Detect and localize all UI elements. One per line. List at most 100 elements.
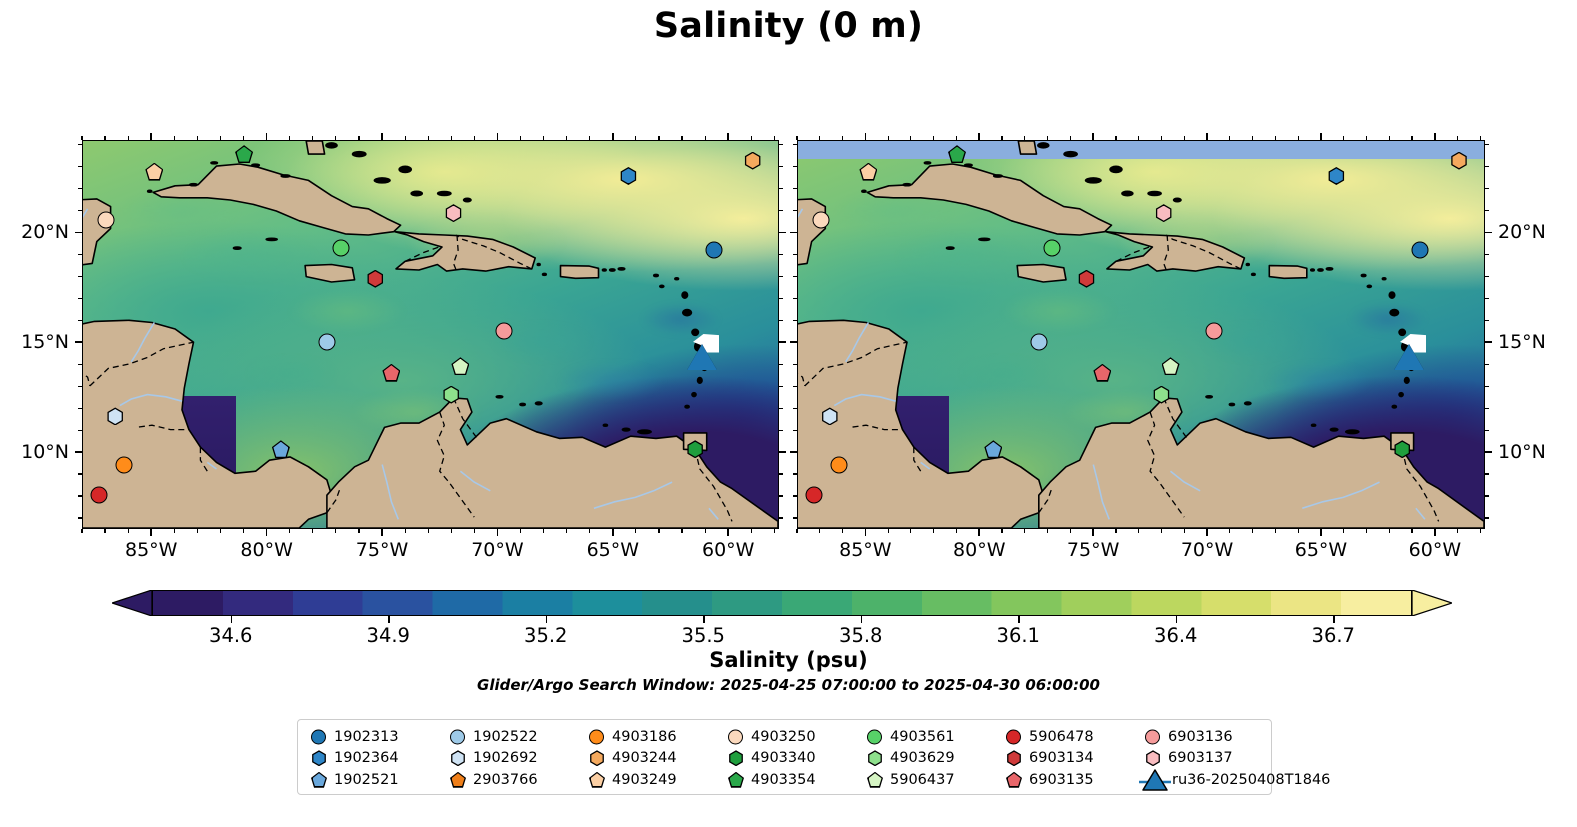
observation-marker-4903340[interactable] (686, 440, 704, 459)
observation-marker-5906478[interactable] (90, 486, 108, 504)
glider-marker-ru36-20250408T1846[interactable] (687, 344, 718, 371)
search-window-label: Glider/Argo Search Window: 2025-04-25 07… (477, 676, 1100, 694)
legend-item-1902313[interactable]: 1902313 (308, 726, 447, 748)
legend-label: 4903354 (751, 771, 816, 788)
observation-marker-4903244[interactable] (744, 151, 762, 170)
observation-marker-5906478[interactable] (805, 486, 823, 504)
legend-item-1902522[interactable]: 1902522 (447, 726, 586, 748)
legend-item-4903354[interactable]: 4903354 (725, 769, 864, 791)
x-tick-minor (1183, 136, 1185, 140)
observation-marker-6903137[interactable] (1155, 204, 1173, 223)
observation-marker-4903249[interactable] (859, 162, 878, 181)
map-panel-rtofs[interactable]: RTOFS - 2025-04-30 06:00:00 (82, 140, 779, 529)
observation-marker-6903135[interactable] (382, 363, 401, 382)
y-tick (790, 341, 797, 343)
legend-item-1902692[interactable]: 1902692 (447, 748, 586, 770)
legend-item-6903137[interactable]: 6903137 (1142, 748, 1281, 770)
observation-marker-4903354[interactable] (235, 145, 254, 164)
legend-item-6903136[interactable]: 6903136 (1142, 726, 1281, 748)
x-tick-minor (1115, 529, 1117, 533)
observation-marker-4903250[interactable] (97, 211, 115, 229)
observation-marker-4903250[interactable] (812, 211, 830, 229)
observation-marker-5906437[interactable] (451, 357, 470, 376)
observation-marker-4903249[interactable] (145, 162, 164, 181)
legend-item-1902521[interactable]: 1902521 (308, 769, 447, 791)
observation-marker-1902364[interactable] (1327, 166, 1345, 185)
observation-marker-4903354[interactable] (948, 145, 966, 164)
observation-marker-6903137[interactable] (445, 204, 463, 223)
x-tick (864, 133, 867, 140)
observation-marker-4903244[interactable] (1450, 151, 1468, 170)
y-tick-minor (78, 429, 82, 431)
observation-marker-1902692[interactable] (106, 407, 124, 426)
legend-item-4903244[interactable]: 4903244 (586, 748, 725, 770)
observation-marker-4903561[interactable] (1043, 239, 1061, 257)
legend-label: 4903249 (612, 771, 677, 788)
observation-marker-4903186[interactable] (830, 456, 848, 474)
observation-marker-1902521[interactable] (984, 440, 1003, 459)
observation-marker-6903134[interactable] (1077, 269, 1095, 288)
map-panel-espc[interactable]: ESPC - 2025-04-30 06:00:00 (797, 140, 1485, 529)
y-tick-minor (1485, 407, 1489, 409)
observation-marker-4903340[interactable] (1393, 440, 1411, 459)
legend-item-4903340[interactable]: 4903340 (725, 748, 864, 770)
legend-label: 6903134 (1029, 750, 1094, 767)
legend-item-4903561[interactable]: 4903561 (864, 726, 1003, 748)
legend-item-5906437[interactable]: 5906437 (864, 769, 1003, 791)
y-tick-minor (1485, 275, 1489, 277)
y-tick (75, 341, 82, 343)
observation-marker-5906437[interactable] (1161, 357, 1180, 376)
observation-marker-4903629[interactable] (442, 385, 460, 404)
y-tick (75, 451, 82, 453)
legend-item-6903134[interactable]: 6903134 (1003, 748, 1142, 770)
x-tick-minor (750, 529, 752, 533)
legend-marker-hexagon-icon (308, 749, 334, 767)
y-tick-minor (779, 297, 783, 299)
x-tick-minor (566, 136, 568, 140)
legend-label: 1902364 (334, 750, 399, 767)
legend-label: 6903136 (1168, 728, 1233, 745)
observation-marker-1902364[interactable] (619, 166, 637, 185)
legend-item-4903250[interactable]: 4903250 (725, 726, 864, 748)
legend-item-5906478[interactable]: 5906478 (1003, 726, 1142, 748)
observation-marker-1902522[interactable] (1030, 333, 1048, 351)
legend-marker-pentagon-icon (447, 771, 473, 789)
x-tick-minor (1115, 136, 1117, 140)
x-tick-minor (519, 529, 522, 533)
y-tick-minor (779, 165, 783, 167)
observation-marker-1902313[interactable] (1411, 241, 1429, 259)
observation-marker-6903136[interactable] (495, 322, 513, 340)
legend-marker-pentagon-icon (308, 771, 334, 789)
legend[interactable]: 1902313 1902522 4903186 4903250 4903561 59064… (297, 719, 1330, 795)
observation-marker-4903561[interactable] (332, 239, 350, 257)
x-tick-label: 60°W (701, 539, 755, 561)
x-tick-minor (289, 529, 291, 533)
observation-marker-6903135[interactable] (1093, 363, 1112, 382)
observation-marker-6903136[interactable] (1205, 322, 1223, 340)
y-tick-minor (78, 143, 82, 145)
legend-item-4903629[interactable]: 4903629 (864, 748, 1003, 770)
y-tick-minor (779, 143, 783, 145)
observation-marker-1902521[interactable] (271, 440, 290, 459)
observation-marker-6903134[interactable] (366, 269, 384, 288)
observation-marker-4903186[interactable] (115, 456, 133, 474)
observation-marker-1902522[interactable] (318, 333, 336, 351)
legend-item-4903249[interactable]: 4903249 (586, 769, 725, 791)
y-tick-minor (793, 429, 797, 431)
legend-marker-hexagon-icon (447, 749, 473, 767)
glider-marker-ru36-20250408T1846[interactable] (1394, 344, 1425, 371)
observation-marker-1902692[interactable] (821, 407, 839, 426)
colorbar[interactable]: 34.6 34.9 35.2 35.5 35.8 36.1 36.4 36.7 (109, 589, 1455, 647)
legend-item-6903135[interactable]: 6903135 (1003, 769, 1142, 791)
observation-marker-4903629[interactable] (1152, 385, 1170, 404)
legend-item-2903766[interactable]: 2903766 (447, 769, 586, 791)
x-tick-minor (1046, 529, 1049, 533)
x-tick-minor (704, 529, 706, 533)
observation-marker-1902313[interactable] (705, 241, 723, 259)
legend-item-1902364[interactable]: 1902364 (308, 748, 447, 770)
legend-item-ru36-20250408T1846[interactable]: ru36-20250408T1846 (1139, 769, 1330, 791)
x-tick-label: 70°W (1180, 539, 1234, 561)
legend-item-4903186[interactable]: 4903186 (586, 726, 725, 748)
x-tick-minor (1252, 529, 1254, 533)
